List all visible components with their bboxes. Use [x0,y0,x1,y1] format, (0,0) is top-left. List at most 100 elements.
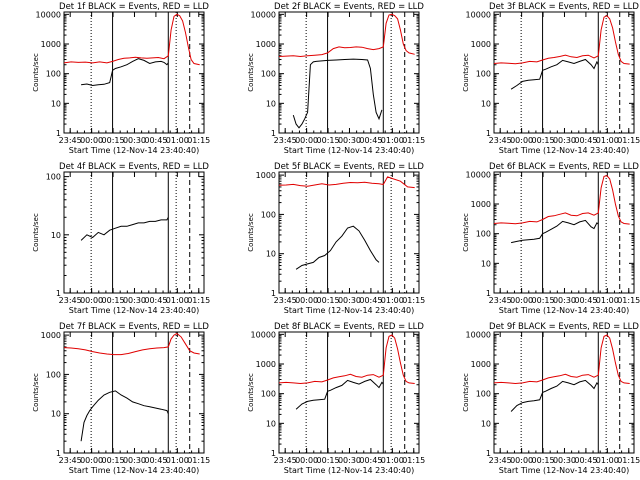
y-tick-label: 10000 [36,10,61,19]
series-events-line [295,225,380,270]
chart-title: Det 4f BLACK = Events, RED = LLD [59,162,209,172]
series-lld-line [278,176,415,189]
y-tick-label: 1000 [471,200,491,209]
chart-panel-4: Det 4f BLACK = Events, RED = LLD 1 10 100 23… [32,162,210,315]
series-lld-line [278,334,415,385]
chart-panel-7: Det 7f BLACK = Events, RED = LLD 1 10 100 10… [32,322,210,475]
chart-panel-3: Det 3f BLACK = Events, RED = LLD 1 10 100 10… [462,2,640,155]
chart-title: Det 2f BLACK = Events, RED = LLD [274,2,424,12]
x-tick-label: 01:15 [617,296,640,305]
x-tick-label: 00:00 [510,296,533,305]
y-tick-label: 1 [56,129,61,138]
y-tick-label: 1000 [256,360,276,369]
y-tick-label: 100 [46,173,61,182]
x-tick-label: 01:00 [381,456,404,465]
chart-panel-2: Det 2f BLACK = Events, RED = LLD 1 10 100 10… [247,2,425,155]
y-tick-label: 10 [266,250,276,259]
series-lld-line [493,175,630,225]
x-axis-label: Start Time (12-Nov-14 23:40:40) [499,306,629,315]
x-tick-label: 00:30 [123,136,146,145]
x-tick-label: 00:00 [295,136,318,145]
x-tick-label: 00:45 [144,296,167,305]
y-tick-label: 100 [476,390,491,399]
x-tick-label: 00:00 [80,136,103,145]
chart-panel-6: Det 6f BLACK = Events, RED = LLD 1 10 100 10… [462,162,640,315]
x-tick-label: 00:30 [553,296,576,305]
series-lld-line [493,15,630,65]
x-tick-label: 00:45 [144,136,167,145]
y-axis-label: Counts/sec [462,213,470,252]
x-tick-label: 01:00 [596,456,619,465]
x-tick-label: 23:45 [274,456,297,465]
series-lld-line [493,334,630,385]
y-tick-label: 100 [46,370,61,379]
x-tick-label: 01:00 [596,296,619,305]
y-tick-label: 100 [476,230,491,239]
x-tick-label: 00:15 [102,456,125,465]
y-tick-label: 10 [51,231,61,240]
x-tick-label: 01:00 [381,136,404,145]
plot-frame [278,171,420,294]
series-lld-line [63,13,200,66]
x-tick-label: 00:45 [359,456,382,465]
x-axis-label: Start Time (12-Nov-14 23:40:40) [284,146,414,155]
x-tick-label: 01:00 [166,296,189,305]
y-tick-label: 10000 [466,170,491,179]
x-tick-label: 01:15 [617,456,640,465]
y-tick-label: 10000 [251,10,276,19]
x-tick-label: 01:15 [402,456,425,465]
y-tick-label: 10 [481,99,491,108]
x-tick-label: 23:45 [274,296,297,305]
y-tick-label: 100 [46,70,61,79]
y-tick-label: 1000 [471,40,491,49]
x-tick-label: 01:15 [402,296,425,305]
y-tick-label: 1000 [41,331,61,340]
x-tick-label: 00:45 [359,296,382,305]
series-lld-line [278,13,415,58]
series-events-line [80,390,169,442]
x-tick-label: 00:45 [359,136,382,145]
y-tick-label: 1 [271,449,276,458]
x-tick-label: 00:30 [553,456,576,465]
x-tick-label: 01:00 [166,136,189,145]
x-tick-label: 23:45 [59,296,82,305]
y-axis-label: Counts/sec [247,373,255,412]
y-tick-label: 100 [261,390,276,399]
y-axis-label: Counts/sec [32,213,40,252]
x-tick-label: 00:15 [317,456,340,465]
y-axis-label: Counts/sec [462,373,470,412]
x-tick-label: 00:15 [532,136,555,145]
y-tick-label: 1000 [256,171,276,180]
series-events-line [510,219,599,244]
y-tick-label: 10 [51,99,61,108]
series-lld-line [63,332,200,356]
y-axis-label: Counts/sec [462,53,470,92]
y-tick-label: 100 [476,70,491,79]
y-tick-label: 1 [486,289,491,298]
x-tick-label: 01:00 [596,136,619,145]
x-axis-label: Start Time (12-Nov-14 23:40:40) [69,146,199,155]
y-tick-label: 100 [261,210,276,219]
x-tick-label: 00:45 [574,136,597,145]
series-events-line [80,217,169,241]
chart-title: Det 1f BLACK = Events, RED = LLD [59,2,209,12]
x-tick-label: 00:45 [574,456,597,465]
x-tick-label: 00:15 [102,296,125,305]
x-tick-label: 00:30 [338,456,361,465]
x-tick-label: 01:00 [166,456,189,465]
chart-panel-9: Det 9f BLACK = Events, RED = LLD 1 10 100 10… [462,322,640,475]
y-tick-label: 100 [261,70,276,79]
series-events-line [81,58,169,87]
y-tick-label: 10000 [466,10,491,19]
y-tick-label: 1000 [471,360,491,369]
y-tick-label: 1 [486,129,491,138]
series-events-line [510,379,599,412]
x-axis-label: Start Time (12-Nov-14 23:40:40) [284,466,414,475]
y-tick-label: 1 [271,289,276,298]
x-tick-label: 01:15 [187,136,210,145]
y-axis-label: Counts/sec [32,373,40,412]
x-axis-label: Start Time (12-Nov-14 23:40:40) [69,306,199,315]
x-tick-label: 00:30 [123,456,146,465]
x-tick-label: 01:15 [617,136,640,145]
